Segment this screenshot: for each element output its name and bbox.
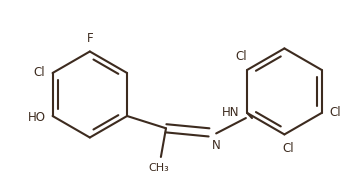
Text: Cl: Cl — [330, 106, 341, 119]
Text: Cl: Cl — [34, 67, 46, 80]
Text: HN: HN — [222, 106, 240, 119]
Text: HO: HO — [27, 111, 46, 124]
Text: Cl: Cl — [235, 50, 247, 63]
Text: N: N — [212, 139, 221, 152]
Text: CH₃: CH₃ — [149, 163, 169, 173]
Text: F: F — [87, 32, 93, 45]
Text: Cl: Cl — [283, 142, 294, 155]
